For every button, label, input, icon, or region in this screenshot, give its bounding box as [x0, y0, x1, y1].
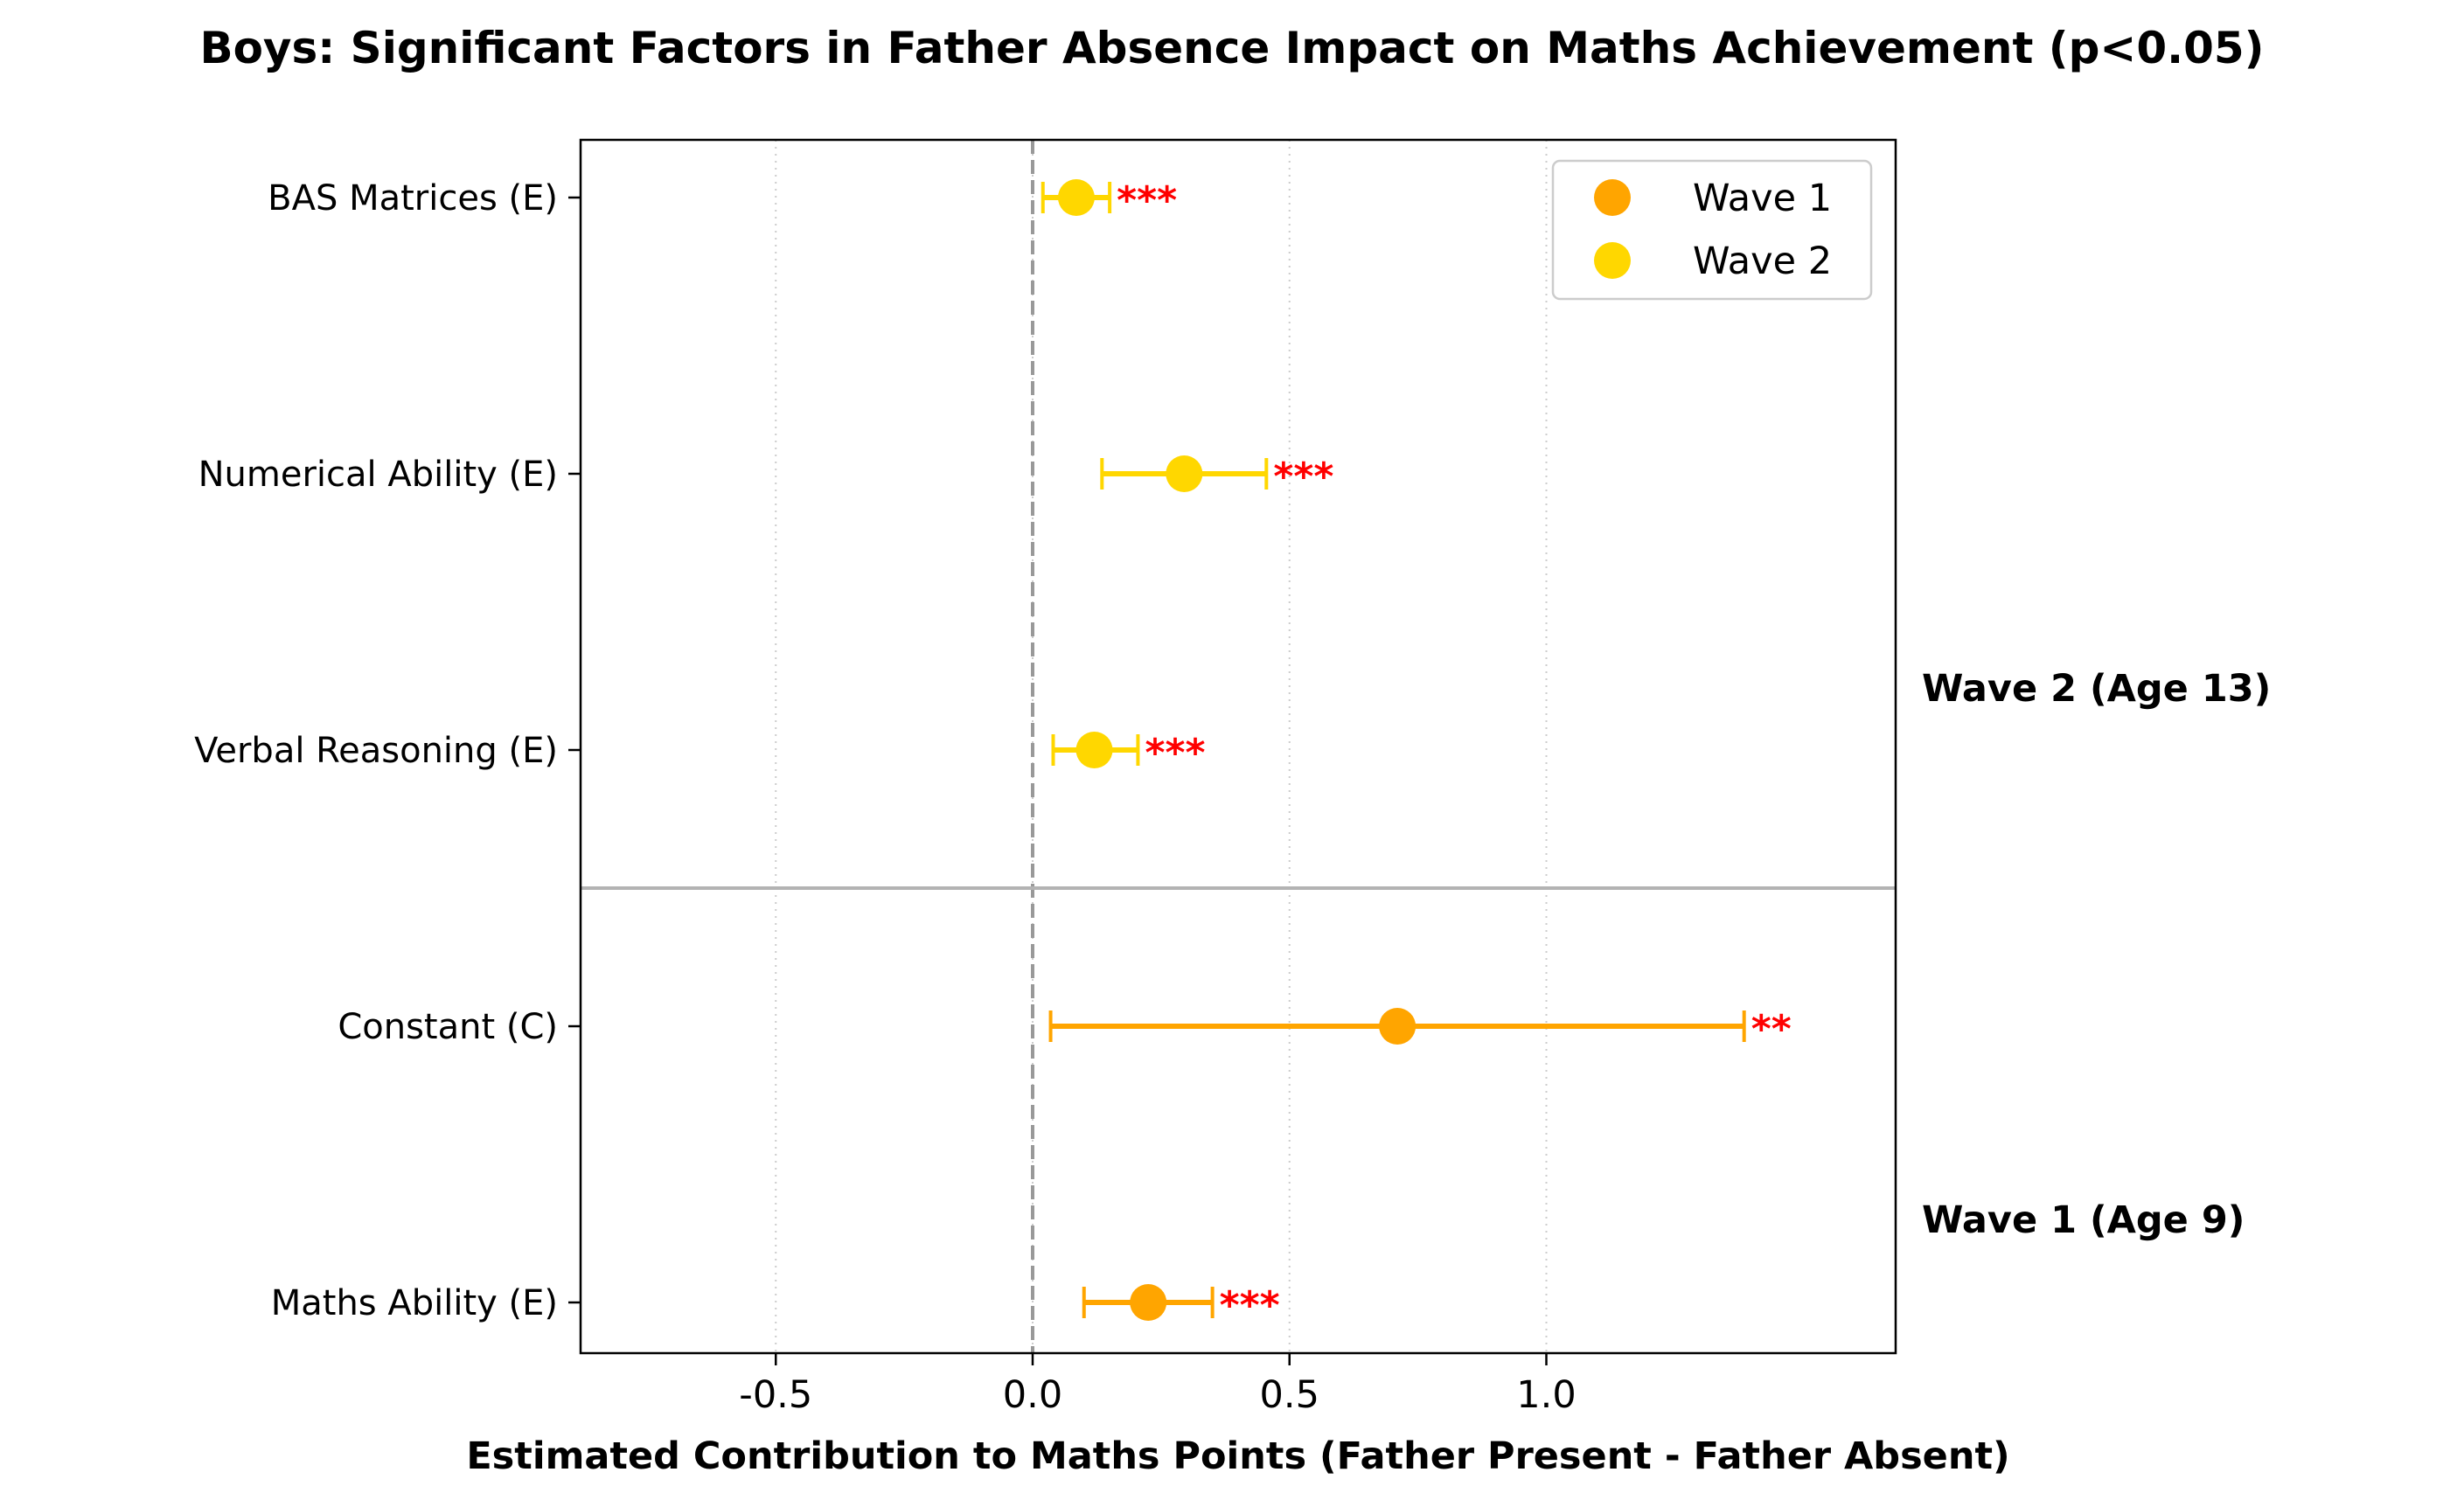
group-label: Wave 2 (Age 13) — [1922, 667, 2271, 711]
point-marker — [1075, 732, 1113, 768]
point-marker — [1057, 179, 1095, 216]
significance-label: *** — [1220, 1283, 1280, 1328]
point-marker — [1166, 455, 1203, 492]
legend-marker — [1594, 179, 1631, 216]
legend-label: Wave 1 — [1693, 177, 1832, 220]
y-tick-label: Maths Ability (E) — [271, 1283, 558, 1323]
plot-frame — [579, 138, 1897, 1355]
point-marker — [1379, 1008, 1416, 1045]
significance-label: *** — [1273, 455, 1333, 499]
x-tick-label: 0.0 — [1003, 1373, 1062, 1417]
x-axis-ticks: -0.5 0.0 0.5 1.0 — [739, 1353, 1577, 1417]
legend-marker — [1594, 242, 1631, 279]
legend-box — [1551, 159, 1873, 301]
y-tick-label: Verbal Reasoning (E) — [194, 731, 558, 771]
y-tick-label: BAS Matrices (E) — [268, 178, 558, 219]
legend-label: Wave 2 — [1693, 240, 1832, 283]
legend: Wave 1 Wave 2 — [1551, 159, 1873, 301]
group-labels: Wave 2 (Age 13) Wave 1 (Age 9) — [1922, 667, 2271, 1242]
y-tick-label: Numerical Ability (E) — [198, 455, 558, 495]
chart-title: Boys: Significant Factors in Father Abse… — [199, 23, 2264, 73]
x-tick-label: 1.0 — [1516, 1373, 1576, 1417]
significance-labels: ************** — [1117, 178, 1792, 1328]
group-label: Wave 1 (Age 9) — [1922, 1198, 2245, 1242]
significance-label: *** — [1117, 178, 1177, 223]
point-marker — [1130, 1284, 1167, 1321]
x-tick-label: 0.5 — [1260, 1373, 1319, 1417]
significance-label: *** — [1145, 731, 1205, 775]
significance-label: ** — [1751, 1007, 1792, 1052]
x-tick-label: -0.5 — [739, 1373, 812, 1417]
point-markers — [1057, 179, 1416, 1321]
y-axis-ticks: BAS Matrices (E) Numerical Ability (E) Ver… — [194, 178, 581, 1323]
y-tick-label: Constant (C) — [338, 1007, 558, 1047]
x-axis-label: Estimated Contribution to Maths Points (… — [466, 1434, 2009, 1478]
